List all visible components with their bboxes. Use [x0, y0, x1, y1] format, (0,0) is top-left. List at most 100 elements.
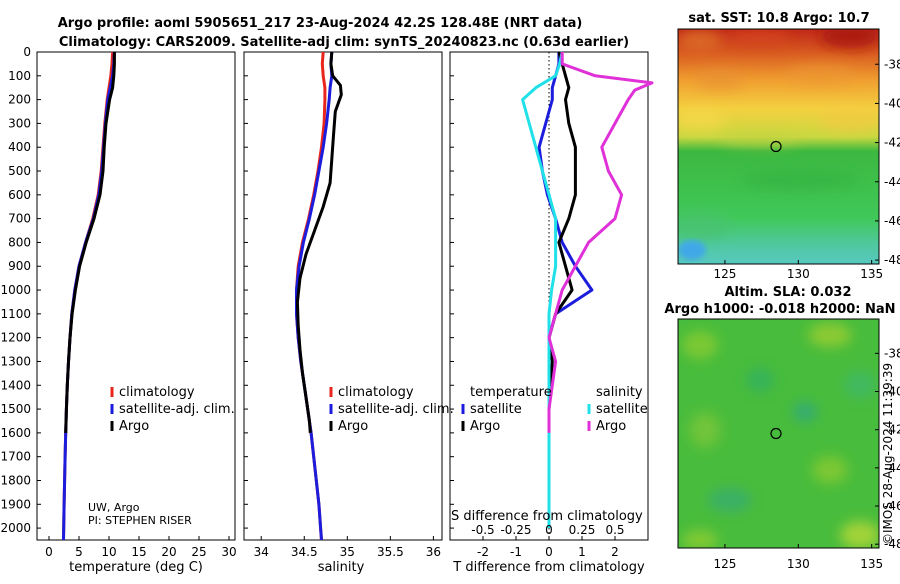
y-tick-label: 700 [8, 212, 31, 226]
y-tick-label: 1700 [0, 450, 31, 464]
y-tick-label: 100 [8, 69, 31, 83]
sla-heatmap-field [678, 319, 879, 548]
legend-satellite-label: satellite-adj. clim. [338, 402, 454, 417]
y-tick-label: 1900 [0, 497, 31, 511]
legend-temperature-title: temperature [470, 385, 552, 400]
s-tick-label: 0.5 [605, 523, 624, 537]
sst-map-frame [677, 28, 880, 265]
series-line-salinity-argo [547, 52, 654, 433]
y-tick-label: 2000 [0, 521, 31, 535]
y-tick-label: 500 [8, 164, 31, 178]
salinity-axes-frame [243, 51, 443, 541]
salinity-axis-label: salinity [318, 560, 365, 575]
salinity-legend: climatology satellite-adj. clim. Argo [329, 385, 454, 434]
series-line-salinity-satellite [521, 51, 564, 529]
series-line-temperature-satellite [537, 52, 594, 529]
y-tick-label: 1100 [0, 307, 31, 321]
x-tick-label: 1 [578, 545, 586, 559]
lon-tick-label: 135 [860, 557, 883, 571]
sst-cold-patch [678, 240, 706, 260]
legend-temp-argo-label: Argo [470, 419, 500, 434]
series-line-climatology [295, 51, 327, 541]
lat-tick-label: -42 [884, 136, 900, 150]
legend-temp-satellite-label: satellite [470, 402, 522, 417]
y-tick-label: 400 [8, 140, 31, 154]
x-tick-label: 25 [191, 545, 206, 559]
y-tick-label: 1400 [0, 378, 31, 392]
temperature-axes-frame [36, 51, 236, 541]
x-tick-label: 36 [426, 545, 441, 559]
sla-texture [682, 323, 879, 548]
annotation-institution: UW, Argo [88, 501, 140, 514]
legend-satellite-label: satellite-adj. clim. [119, 402, 235, 417]
legend-climatology-label: climatology [119, 385, 195, 400]
sst-texture [678, 29, 879, 239]
sst-longitude-tick-labels: 125 130 135 [713, 260, 883, 281]
temperature-tick-labels: 0 5 10 15 20 25 30 [45, 536, 237, 559]
s-tick-label: 0.25 [569, 523, 596, 537]
salinity-difference-tick-labels: -0.5 -0.25 0 0.25 0.5 [471, 523, 624, 537]
y-tick-label: 1800 [0, 473, 31, 487]
sla-map-title-line1: Altim. SLA: 0.032 [725, 285, 852, 300]
s-tick-label: 0 [545, 523, 553, 537]
lat-tick-label: -48 [884, 537, 900, 551]
legend-sal-satellite-label: satellite [596, 402, 648, 417]
lon-tick-label: 125 [713, 267, 736, 281]
figure-title-line2: Climatology: CARS2009. Satellite-adj cli… [59, 35, 629, 50]
legend-argo-label: Argo [119, 419, 149, 434]
lat-tick-label: -46 [884, 499, 900, 513]
series-line-argo [295, 51, 343, 434]
x-tick-label: 5 [75, 545, 83, 559]
series-line-satellite-adj-clim- [295, 51, 334, 541]
lat-tick-label: -38 [884, 57, 900, 71]
sla-map-frame [677, 318, 880, 549]
annotation-pi: PI: STEPHEN RISER [88, 514, 192, 527]
sst-latitude-tick-labels: -38 -40 -42 -44 -46 -48 [875, 57, 900, 267]
legend-sal-argo-label: Argo [596, 419, 626, 434]
series-line-argo [64, 52, 116, 433]
y-tick-label: 800 [8, 235, 31, 249]
lat-tick-label: -38 [884, 346, 900, 360]
sst-map-title: sat. SST: 10.8 Argo: 10.7 [688, 11, 869, 26]
legend-argo-label: Argo [338, 419, 368, 434]
lon-tick-label: 130 [787, 267, 810, 281]
x-tick-label: -1 [510, 545, 522, 559]
y-tick-label: 200 [8, 93, 31, 107]
s-tick-label: -0.5 [471, 523, 494, 537]
difference-legend: temperature satellite Argo salinity sate… [461, 385, 648, 434]
lat-tick-label: -40 [884, 96, 900, 110]
y-tick-label: 300 [8, 116, 31, 130]
lat-tick-label: -42 [884, 423, 900, 437]
imos-watermark: ©IMOS 28-Aug-2024 11:39:39 [881, 363, 895, 545]
temperature-panel: 0100200300400500600700800900100011001200… [0, 45, 454, 575]
salinity-difference-axis-label: S difference from climatology [451, 509, 643, 524]
argo-position-marker [770, 427, 782, 440]
x-tick-label: 0 [45, 545, 53, 559]
figure-title-line1: Argo profile: aoml 5905651_217 23-Aug-20… [58, 16, 583, 31]
sla-longitude-tick-labels: 125 130 135 [713, 544, 883, 571]
y-tick-label: 1000 [0, 283, 31, 297]
temperature-axis-label: temperature (deg C) [69, 560, 203, 575]
y-tick-label: 1200 [0, 331, 31, 345]
x-tick-label: 35 [340, 545, 355, 559]
x-tick-label: 20 [161, 545, 176, 559]
difference-panel: -2 -1 0 1 2 -0.5 -0.25 0 0.25 0.5 S difference f… [449, 51, 654, 575]
lon-tick-label: 125 [713, 557, 736, 571]
y-tick-label: 1500 [0, 402, 31, 416]
y-tick-label: 1300 [0, 354, 31, 368]
legend-climatology-label: climatology [338, 385, 414, 400]
sst-heatmap-field [678, 29, 879, 264]
temperature-series [62, 51, 116, 541]
x-tick-label: 34.5 [291, 545, 318, 559]
y-tick-label: 900 [8, 259, 31, 273]
sla-latitude-tick-labels: -38 -40 -42 -44 -46 -48 [875, 346, 900, 551]
s-tick-label: -0.25 [500, 523, 531, 537]
x-tick-label: -2 [477, 545, 489, 559]
x-tick-label: 15 [131, 545, 146, 559]
y-tick-label: 0 [23, 45, 31, 59]
x-tick-label: 10 [101, 545, 116, 559]
sst-map: sat. SST: 10.8 Argo: 10.7 125 130 135 -38-… [677, 11, 900, 281]
x-tick-label: 34 [254, 545, 269, 559]
sla-map-title-line2: Argo h1000: -0.018 h2000: NaN [664, 302, 895, 317]
